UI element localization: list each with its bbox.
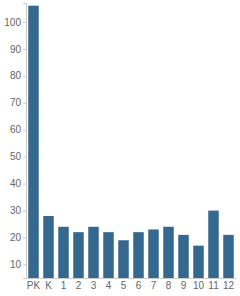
x-tick-label: 8 <box>166 280 172 291</box>
bar <box>208 211 219 278</box>
x-tick-label: 7 <box>151 280 157 291</box>
y-tick: 90 <box>10 44 26 55</box>
y-tick-mark <box>23 184 26 185</box>
x-tick-label: 9 <box>181 280 187 291</box>
y-tick-mark <box>23 157 26 158</box>
y-tick-label: 10 <box>10 259 22 270</box>
y-tick-mark <box>23 49 26 50</box>
bar <box>58 227 69 278</box>
x-tick-label: 11 <box>208 280 219 291</box>
y-tick-label: 100 <box>4 17 21 28</box>
y-tick-label: 80 <box>10 70 22 81</box>
x-tick-label: 10 <box>193 280 205 291</box>
y-axis-line <box>23 4 27 279</box>
x-tick: 10 <box>193 278 205 291</box>
x-tick: 6 <box>136 278 142 291</box>
y-tick-label: 50 <box>10 151 22 162</box>
bar <box>88 227 99 278</box>
y-tick-mark <box>23 22 26 23</box>
y-tick-mark <box>23 211 26 212</box>
y-tick-label: 30 <box>10 205 22 216</box>
x-tick: 9 <box>181 278 187 291</box>
bars <box>28 6 234 278</box>
x-tick-label: 5 <box>121 280 127 291</box>
bar <box>28 6 39 278</box>
x-tick-label: 2 <box>76 280 82 291</box>
x-tick: 4 <box>106 278 112 291</box>
x-tick-label: K <box>45 280 52 291</box>
y-tick-mark <box>23 130 26 131</box>
bar <box>43 216 54 278</box>
y-tick-mark <box>23 76 26 77</box>
x-tick: 11 <box>208 278 219 291</box>
x-tick: 8 <box>166 278 172 291</box>
bar <box>193 246 204 278</box>
x-tick: K <box>45 278 52 291</box>
x-tick: 12 <box>223 278 235 291</box>
y-tick-mark <box>23 103 26 104</box>
x-tick: 1 <box>61 278 67 291</box>
bar <box>103 232 114 278</box>
y-tick: 10 <box>10 259 26 270</box>
chart: 102030405060708090100PKK123456789101112 <box>0 0 240 296</box>
y-tick: 100 <box>4 17 26 28</box>
bar <box>118 240 129 278</box>
x-axis: PKK123456789101112 <box>27 278 237 291</box>
x-tick-label: 4 <box>106 280 112 291</box>
y-tick-label: 70 <box>10 97 22 108</box>
x-tick-label: 1 <box>61 280 67 291</box>
x-tick-label: PK <box>27 280 41 291</box>
bar <box>73 232 84 278</box>
bar <box>223 235 234 278</box>
y-tick-mark <box>23 265 26 266</box>
x-tick: 7 <box>151 278 157 291</box>
y-tick: 50 <box>10 151 26 162</box>
y-tick: 20 <box>10 232 26 243</box>
y-tick-mark <box>23 238 26 239</box>
x-tick-label: 6 <box>136 280 142 291</box>
y-axis: 10 20 30 40 50 60 70 80 90 100 <box>4 4 26 279</box>
y-tick-label: 20 <box>10 232 22 243</box>
y-tick: 30 <box>10 205 26 216</box>
y-tick-label: 90 <box>10 44 22 55</box>
y-tick: 70 <box>10 97 26 108</box>
y-tick-label: 40 <box>10 178 22 189</box>
x-tick: 5 <box>121 278 127 291</box>
y-tick: 40 <box>10 178 26 189</box>
x-tick: PK <box>27 278 41 291</box>
bar <box>133 232 144 278</box>
plot: 102030405060708090100PKK123456789101112 <box>4 4 236 292</box>
y-tick-label: 60 <box>10 124 22 135</box>
y-tick: 80 <box>10 70 26 81</box>
x-tick: 3 <box>91 278 97 291</box>
x-tick-label: 3 <box>91 280 97 291</box>
bar <box>148 229 159 278</box>
bar <box>178 235 189 278</box>
x-tick: 2 <box>76 278 82 291</box>
x-tick-label: 12 <box>223 280 235 291</box>
bar <box>163 227 174 278</box>
x-axis-line <box>27 278 237 279</box>
y-tick: 60 <box>10 124 26 135</box>
